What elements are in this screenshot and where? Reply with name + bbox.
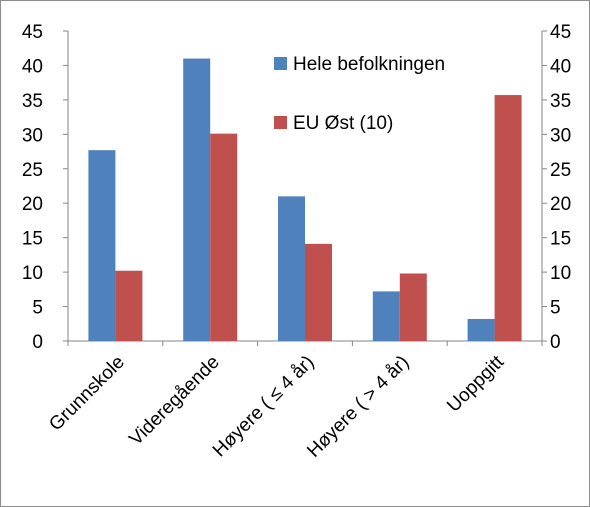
y2-tick-label: 5	[550, 298, 561, 319]
bar-series-1	[278, 196, 305, 341]
bar-series-1	[372, 291, 400, 341]
y-tick-label: 5	[32, 298, 43, 319]
y2-tick-label: 20	[550, 194, 571, 215]
y2-tick-label: 25	[550, 160, 571, 181]
bar-series-2	[115, 270, 143, 341]
category-label: Høyere ( ≤ 4 år)	[209, 352, 319, 462]
y2-tick-label: 15	[550, 229, 571, 250]
y-tick-label: 20	[22, 194, 43, 215]
y2-tick-label: 40	[550, 56, 571, 77]
bars	[88, 58, 522, 342]
y2-tick-label: 0	[550, 332, 561, 353]
legend-label: Hele befolkningen	[293, 54, 445, 75]
y-tick-label: 45	[22, 22, 43, 43]
bar-series-1	[183, 58, 211, 342]
y-tick-label: 0	[32, 332, 43, 353]
legend: Hele befolkningen EU Øst (10)	[274, 54, 445, 134]
legend-label: EU Øst (10)	[293, 113, 393, 134]
bar-series-2	[305, 243, 332, 341]
y-tick-label: 30	[22, 125, 43, 146]
y-tick-label: 25	[22, 160, 43, 181]
tick-labels: 0 5 10 15 20 25 30 35 40 45 0 5 10 15 20 25 30 35 40 45	[22, 22, 571, 353]
category-label: Videregående	[125, 352, 223, 450]
y2-tick-label: 35	[550, 91, 571, 112]
category-label: Grunnskole	[45, 352, 129, 436]
y2-tick-label: 10	[550, 263, 571, 284]
bar-series-1	[88, 150, 116, 341]
category-label: Uoppgitt	[443, 351, 508, 416]
bar-series-2	[399, 273, 427, 341]
bar-series-2	[210, 133, 238, 341]
y-tick-label: 10	[22, 263, 43, 284]
bar-series-2	[494, 95, 522, 341]
bar-series-1	[467, 318, 495, 341]
y-tick-label: 40	[22, 56, 43, 77]
category-label: Høyere ( > 4 år)	[303, 352, 413, 462]
legend-swatch	[274, 116, 287, 129]
y2-tick-label: 30	[550, 125, 571, 146]
y2-tick-label: 45	[550, 22, 571, 43]
y-tick-label: 35	[22, 91, 43, 112]
y-tick-label: 15	[22, 229, 43, 250]
legend-swatch	[274, 57, 287, 70]
